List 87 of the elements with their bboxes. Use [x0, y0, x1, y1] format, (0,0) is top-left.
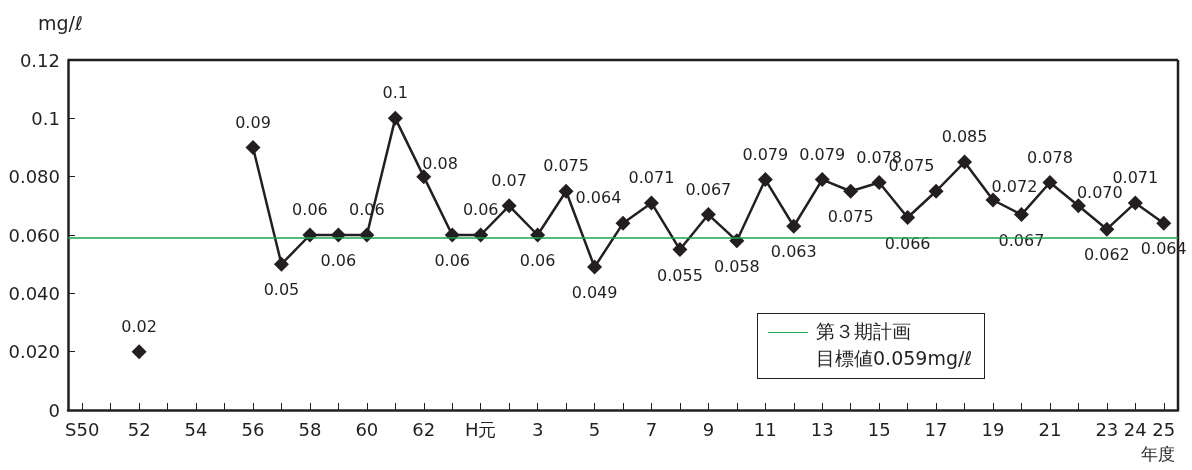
x-tick-label: 5 — [588, 418, 601, 440]
data-label: 0.06 — [434, 251, 471, 270]
point — [387, 110, 403, 126]
x-tick-label: 54 — [184, 418, 208, 440]
point — [416, 169, 432, 185]
x-tick-label: 62 — [412, 418, 436, 440]
point — [1013, 207, 1029, 223]
data-label: 0.058 — [713, 256, 760, 276]
x-tick-label: 19 — [981, 418, 1005, 440]
x-tick-label: 23 — [1095, 418, 1119, 440]
data-label: 0.1 — [382, 83, 409, 103]
point — [985, 192, 1001, 208]
y-tick-label: 0 — [48, 399, 60, 421]
y-tick-label: 0.12 — [19, 49, 60, 71]
y-tick-label: 0.060 — [8, 224, 60, 246]
point — [1099, 221, 1115, 237]
data-label: 0.064 — [575, 188, 622, 208]
x-tick-label: 56 — [241, 418, 265, 440]
x-tick-label: 52 — [127, 418, 151, 440]
data-label: 0.063 — [770, 242, 817, 262]
data-label: 0.066 — [884, 233, 931, 253]
point — [1127, 195, 1143, 211]
point — [786, 218, 802, 234]
x-tick-label: S50 — [65, 418, 100, 440]
point — [1042, 175, 1058, 190]
legend-label: 第３期計画 — [815, 319, 912, 344]
x-tick-label: 24 — [1123, 418, 1147, 440]
x-axis-title: 年度 — [1141, 443, 1175, 464]
x-tick-label: 9 — [702, 418, 715, 440]
point — [587, 259, 603, 275]
point — [558, 183, 574, 199]
x-tick-label: H元 — [464, 418, 497, 440]
point — [871, 175, 887, 190]
data-label: 0.06 — [519, 251, 556, 270]
data-label: 0.049 — [571, 283, 618, 303]
y-tick-label: 0.1 — [31, 107, 60, 129]
data-label: 0.06 — [320, 251, 357, 270]
x-tick-label: 15 — [867, 418, 891, 440]
data-label: 0.062 — [1083, 245, 1130, 265]
point — [757, 172, 773, 188]
x-tick-label: 17 — [924, 418, 948, 440]
data-label: 0.02 — [121, 316, 157, 336]
data-label: 0.078 — [1027, 147, 1073, 167]
data-label: 0.075 — [543, 156, 589, 176]
y-tick-label: 0.080 — [8, 166, 60, 188]
x-tick-label: 13 — [810, 418, 834, 440]
data-label: 0.08 — [422, 153, 458, 173]
point — [700, 207, 716, 223]
point — [1070, 198, 1086, 214]
point — [814, 172, 830, 188]
data-label: 0.055 — [657, 265, 703, 285]
x-tick-label: 11 — [753, 418, 777, 440]
point — [643, 195, 659, 211]
y-tick-label: 0.020 — [8, 341, 60, 363]
key-box: 第３期計画 目標値0.059mg/ℓ — [757, 313, 986, 379]
point — [273, 256, 289, 272]
data-label: 0.072 — [991, 177, 1038, 196]
point — [615, 215, 631, 231]
data-label: 0.07 — [491, 170, 527, 190]
point — [501, 198, 517, 214]
data-label: 0.085 — [941, 127, 988, 147]
data-label: 0.075 — [827, 207, 874, 227]
annotation: 目標値0.059mg/ℓ — [815, 346, 973, 371]
x-tick-label: 25 — [1152, 418, 1176, 440]
point — [131, 344, 147, 360]
data-label: 0.071 — [628, 167, 675, 187]
point — [928, 183, 944, 199]
data-label: 0.05 — [263, 280, 300, 300]
data-label: 0.067 — [685, 179, 732, 199]
data-label: 0.09 — [235, 112, 271, 132]
x-tick-label: 21 — [1038, 418, 1062, 440]
point — [1156, 215, 1172, 231]
data-label: 0.079 — [799, 144, 846, 164]
point — [672, 242, 688, 258]
x-tick-label: 3 — [531, 418, 544, 440]
data-label: 0.079 — [742, 144, 789, 164]
data-label: 0.06 — [462, 200, 499, 219]
y-tick-label: 0.040 — [8, 282, 60, 304]
point — [957, 154, 973, 170]
point — [843, 183, 859, 199]
data-label: 0.06 — [292, 200, 328, 219]
x-tick-label: 58 — [298, 418, 322, 440]
y-axis-title: mg/ℓ — [38, 11, 83, 34]
point — [245, 140, 261, 155]
x-tick-label: 60 — [355, 418, 379, 440]
point — [900, 210, 916, 225]
x-tick-label: 7 — [645, 418, 658, 440]
